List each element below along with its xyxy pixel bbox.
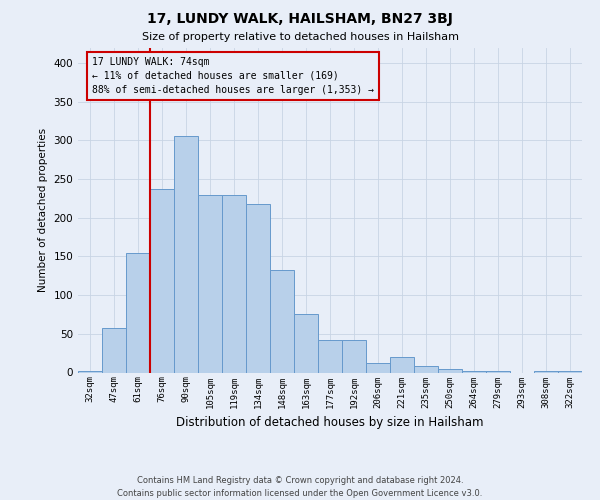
Y-axis label: Number of detached properties: Number of detached properties bbox=[38, 128, 48, 292]
Bar bbox=[438, 368, 462, 372]
Bar bbox=[558, 371, 582, 372]
Bar bbox=[534, 371, 558, 372]
Bar bbox=[102, 328, 126, 372]
Bar bbox=[318, 340, 342, 372]
Bar bbox=[342, 340, 366, 372]
Bar bbox=[150, 189, 174, 372]
Text: Contains HM Land Registry data © Crown copyright and database right 2024.
Contai: Contains HM Land Registry data © Crown c… bbox=[118, 476, 482, 498]
Bar bbox=[366, 363, 390, 372]
Bar bbox=[222, 194, 246, 372]
Bar bbox=[78, 371, 102, 372]
X-axis label: Distribution of detached houses by size in Hailsham: Distribution of detached houses by size … bbox=[176, 416, 484, 429]
Bar bbox=[414, 366, 438, 372]
Bar bbox=[246, 204, 270, 372]
Text: Size of property relative to detached houses in Hailsham: Size of property relative to detached ho… bbox=[142, 32, 458, 42]
Bar bbox=[126, 252, 150, 372]
Bar bbox=[294, 314, 318, 372]
Bar bbox=[486, 371, 510, 372]
Bar bbox=[270, 270, 294, 372]
Bar bbox=[390, 357, 414, 372]
Text: 17 LUNDY WALK: 74sqm
← 11% of detached houses are smaller (169)
88% of semi-deta: 17 LUNDY WALK: 74sqm ← 11% of detached h… bbox=[92, 57, 374, 95]
Bar bbox=[462, 371, 486, 372]
Bar bbox=[174, 136, 198, 372]
Text: 17, LUNDY WALK, HAILSHAM, BN27 3BJ: 17, LUNDY WALK, HAILSHAM, BN27 3BJ bbox=[147, 12, 453, 26]
Bar bbox=[198, 194, 222, 372]
